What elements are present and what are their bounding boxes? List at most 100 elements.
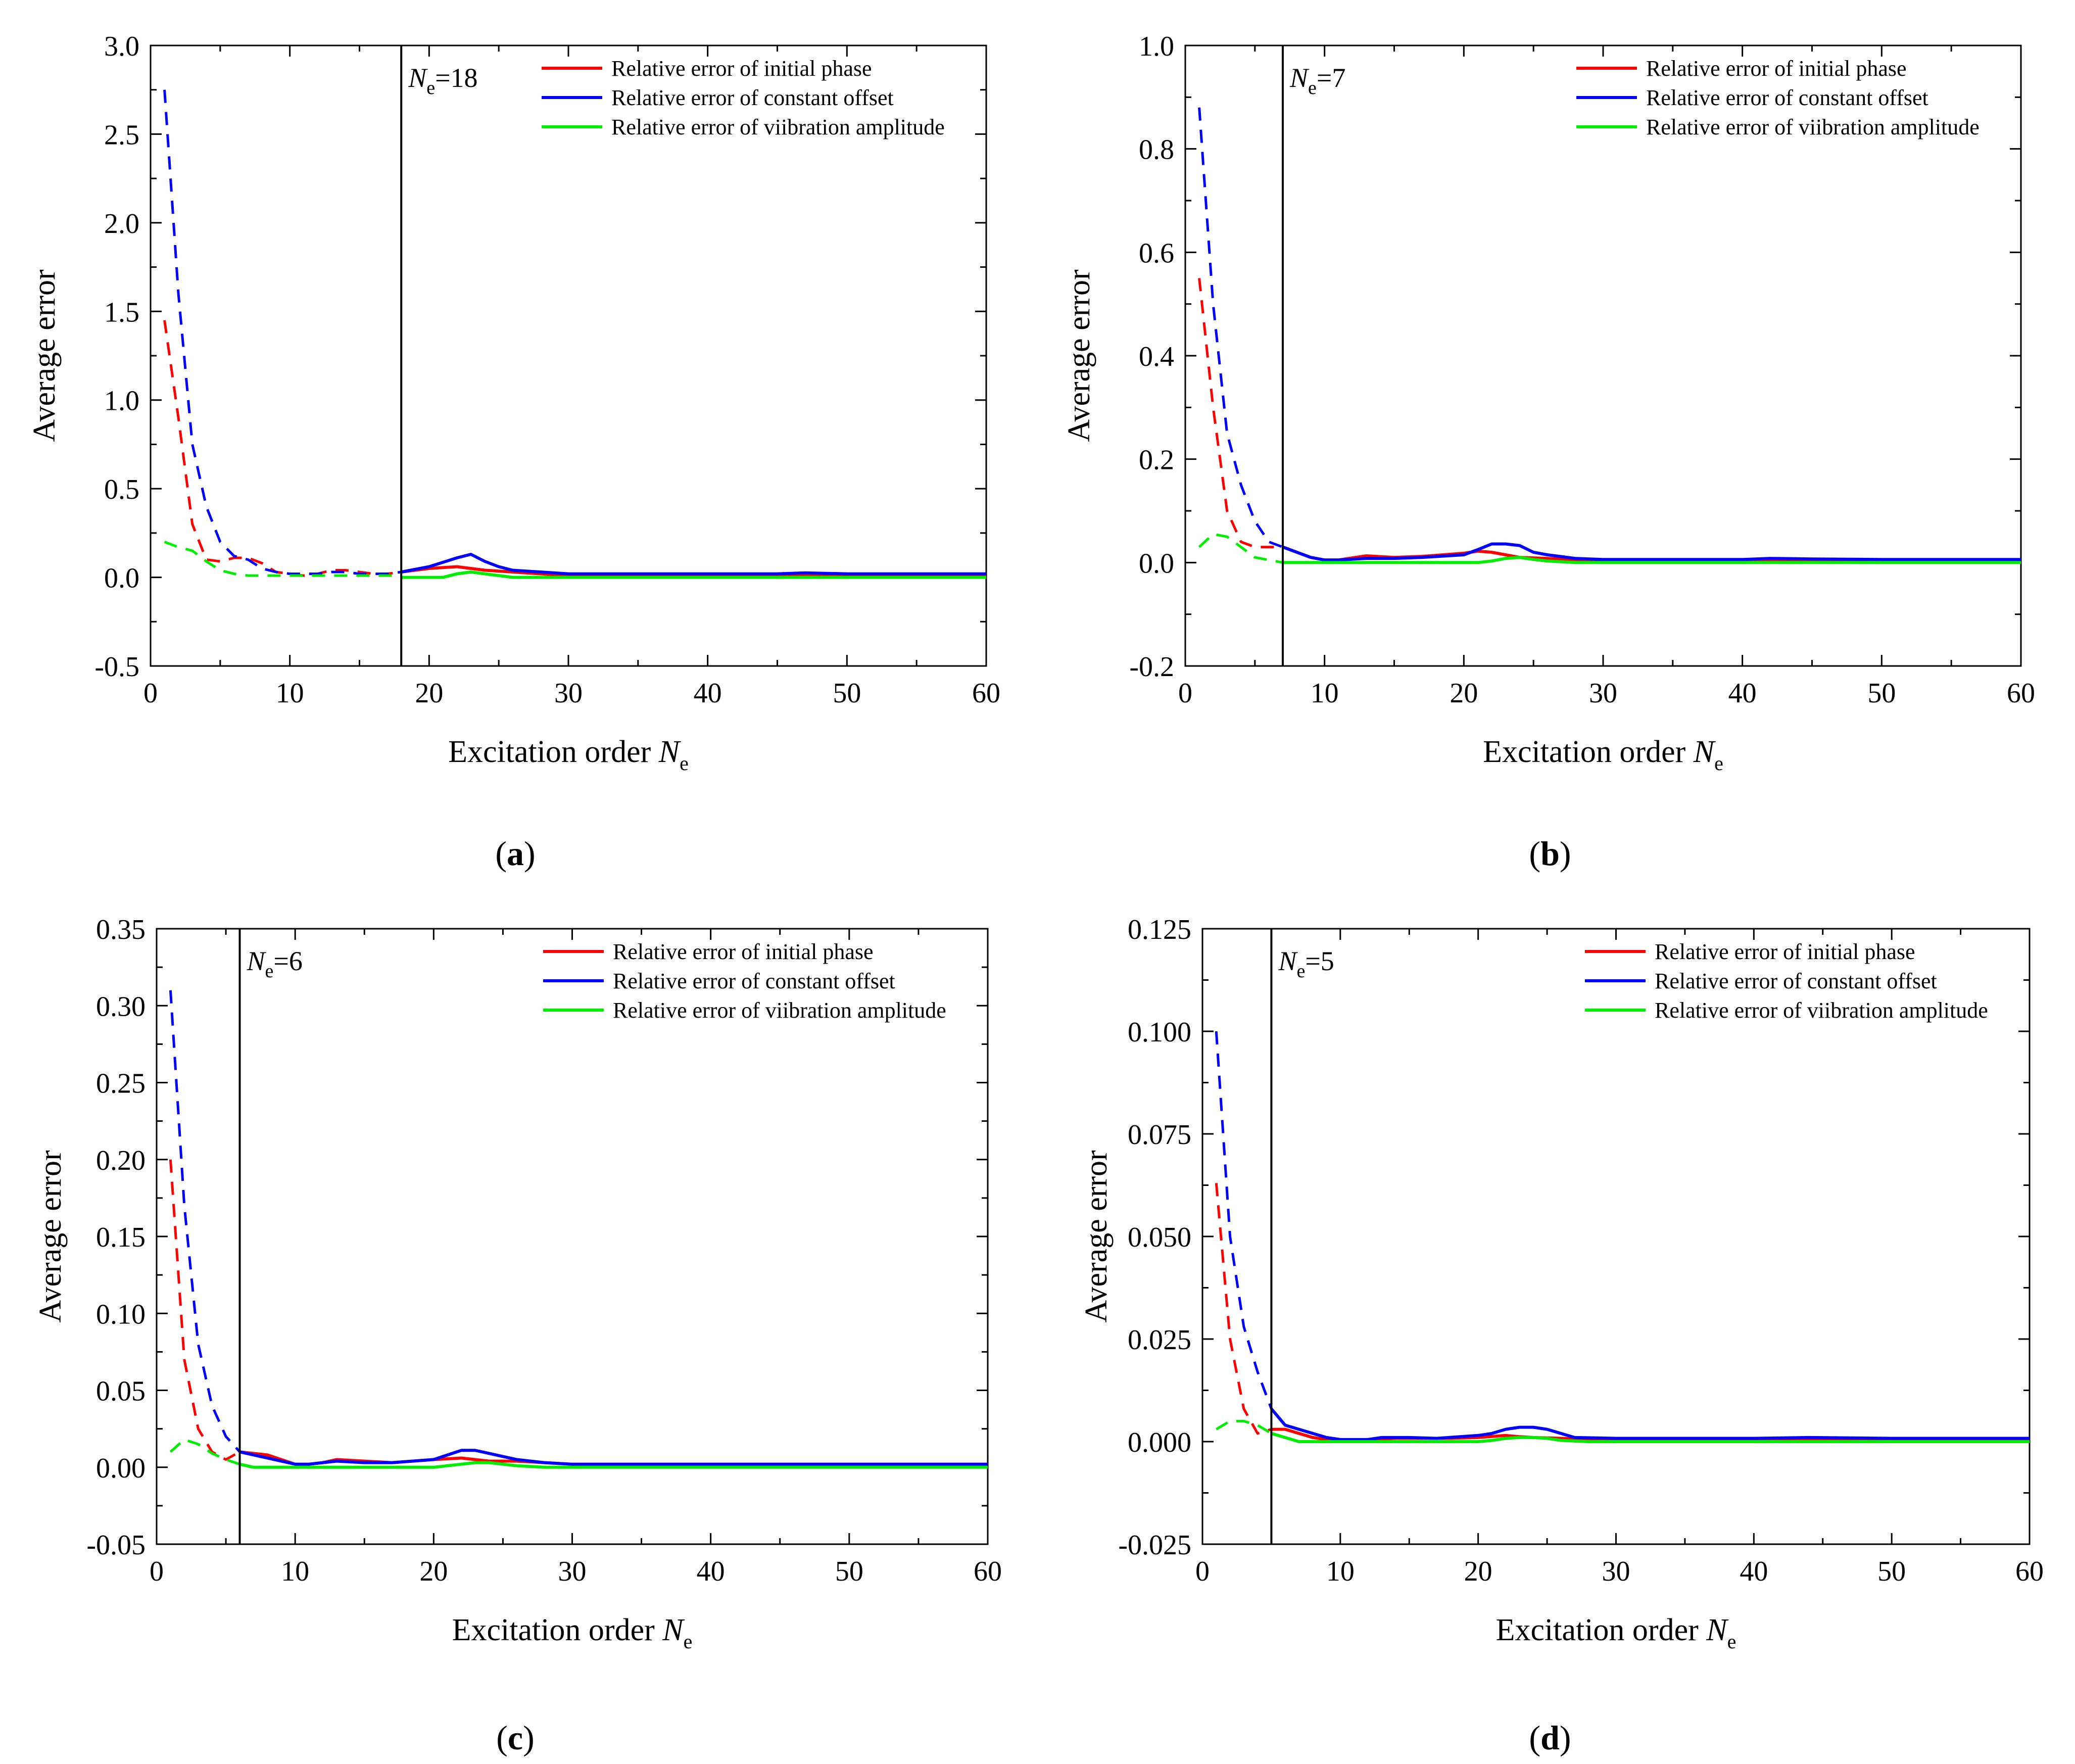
y-tick-label: 1.0: [1139, 31, 1174, 62]
series-2-dashed-line: [169, 990, 241, 1453]
x-tick-label: 10: [1311, 678, 1339, 709]
legend-label-3: Relative error of viibration amplitude: [613, 998, 946, 1023]
x-tick-label: 30: [1589, 678, 1617, 709]
x-tick-label: 40: [697, 1556, 725, 1587]
y-axis-title: Average error: [1079, 1150, 1114, 1323]
threshold-label-subscript: e: [1296, 961, 1305, 982]
threshold-label-subscript: e: [426, 77, 435, 99]
x-tick-label: 60: [2007, 678, 2035, 709]
series-3-solid-line: [1283, 556, 2021, 564]
series-3-dashed-line: [1198, 533, 1283, 564]
x-tick-label: 40: [694, 678, 722, 709]
y-tick-label: 1.0: [104, 386, 139, 417]
x-axis-title: Excitation order Ne: [452, 1613, 693, 1653]
threshold-label: Ne=6: [247, 946, 303, 982]
x-tick-label: 0: [150, 1556, 164, 1587]
series-2-solid-line: [401, 553, 986, 576]
panel-letter: c: [508, 1719, 523, 1757]
y-axis-title: Average error: [27, 269, 62, 442]
panel-letter: a: [507, 834, 524, 873]
series-3-dashed-line: [1216, 1419, 1272, 1435]
series-3-dashed-line: [169, 1438, 240, 1466]
x-tick-label: 20: [1464, 1556, 1492, 1587]
y-tick-label: 0.6: [1139, 237, 1174, 269]
x-tick-label: 50: [1877, 1556, 1906, 1587]
series-1-solid-line: [401, 565, 986, 578]
y-tick-label: 0.25: [96, 1068, 146, 1100]
legend-label-2: Relative error of constant offset: [1646, 85, 1928, 110]
series-2-solid-line: [1282, 542, 2021, 562]
series-2-dashed-line: [163, 89, 402, 576]
x-tick-label: 10: [276, 678, 304, 709]
x-tick-label: 60: [974, 1556, 1002, 1587]
x-axis-title-symbol: N: [662, 1613, 685, 1647]
legend-label-1: Relative error of initial phase: [1646, 56, 1907, 81]
panel-label-d: (d): [1529, 1719, 1571, 1757]
y-tick-label: 0.075: [1128, 1119, 1191, 1151]
chart-panel-d: 0 10 20 30 40 50 60 -0.025 0.000 0.025 0.050 0.075 0…: [1079, 914, 2044, 1757]
threshold-label-subscript: e: [265, 961, 274, 982]
series-2-solid-line: [239, 1449, 988, 1466]
y-tick-label: 0.10: [96, 1299, 146, 1330]
x-tick-label: 10: [281, 1556, 309, 1587]
legend-label-2: Relative error of constant offset: [611, 85, 894, 110]
threshold-label-value: =6: [273, 946, 302, 976]
series-3-dashed-line: [164, 541, 402, 577]
panel-label-c: (c): [496, 1719, 535, 1757]
y-tick-label: 0.100: [1128, 1017, 1191, 1048]
legend-label-3: Relative error of viibration amplitude: [611, 115, 945, 139]
y-tick-label: 1.5: [104, 297, 139, 328]
y-axis-title: Average error: [33, 1150, 68, 1323]
series-1-dashed-line: [1198, 278, 1283, 549]
x-tick-label: 20: [419, 1556, 448, 1587]
x-tick-label: 40: [1728, 678, 1757, 709]
x-tick-label: 60: [2015, 1556, 2044, 1587]
panel-label-a: (a): [495, 834, 535, 873]
x-axis-title-text: Excitation order: [1496, 1613, 1707, 1647]
y-tick-label: 0.4: [1139, 341, 1174, 372]
x-tick-label: 50: [833, 678, 861, 709]
legend-label-2: Relative error of constant offset: [1655, 969, 1937, 993]
x-axis-title-subscript: e: [684, 1630, 693, 1653]
x-tick-label: 60: [972, 678, 1000, 709]
x-axis-title: Excitation order Ne: [448, 735, 689, 775]
series-2-dashed-line: [1198, 107, 1283, 548]
threshold-label-value: =5: [1305, 946, 1334, 976]
y-tick-label: 0.000: [1128, 1427, 1191, 1458]
x-axis-title: Excitation order Ne: [1496, 1613, 1736, 1653]
series-3-solid-line: [1271, 1432, 2030, 1443]
x-axis-title-subscript: e: [680, 752, 689, 775]
y-tick-label: -0.5: [94, 651, 139, 683]
y-tick-label: 0.5: [104, 474, 139, 505]
threshold-label: Ne=5: [1278, 946, 1334, 982]
y-tick-label: 0.20: [96, 1145, 146, 1176]
x-tick-label: 20: [415, 678, 443, 709]
x-axis-title-subscript: e: [1714, 752, 1723, 775]
threshold-label-symbol: N: [1289, 63, 1310, 93]
y-tick-label: 0.05: [96, 1376, 146, 1407]
y-tick-label: -0.2: [1129, 651, 1174, 683]
series-1-dashed-line: [163, 320, 402, 577]
x-tick-label: 50: [835, 1556, 863, 1587]
y-axis-title: Average error: [1062, 269, 1096, 442]
threshold-label: Ne=7: [1289, 63, 1345, 99]
panel-letter: b: [1540, 834, 1560, 873]
y-tick-label: 0.15: [96, 1222, 146, 1253]
x-axis-title: Excitation order Ne: [1483, 735, 1723, 775]
y-tick-label: -0.05: [86, 1530, 146, 1561]
y-tick-label: 0.8: [1139, 134, 1174, 166]
threshold-label-value: =7: [1317, 63, 1345, 93]
chart-panel-b: 0 10 20 30 40 50 60 -0.2 0.0 0.2 0.4 0.6 0.8 1.0 Excit…: [1062, 31, 2035, 873]
legend-label-3: Relative error of viibration amplitude: [1646, 115, 1980, 139]
x-axis-title-symbol: N: [1693, 735, 1716, 769]
y-tick-label: 0.050: [1128, 1222, 1191, 1253]
x-tick-label: 50: [1867, 678, 1896, 709]
x-tick-label: 0: [1195, 1556, 1210, 1587]
y-tick-label: 3.0: [104, 31, 139, 62]
y-tick-label: 0.30: [96, 991, 146, 1022]
x-tick-label: 10: [1326, 1556, 1355, 1587]
threshold-label: Ne=18: [408, 63, 477, 99]
x-axis-title-subscript: e: [1727, 1630, 1736, 1653]
panel-label-b: (b): [1529, 834, 1571, 873]
